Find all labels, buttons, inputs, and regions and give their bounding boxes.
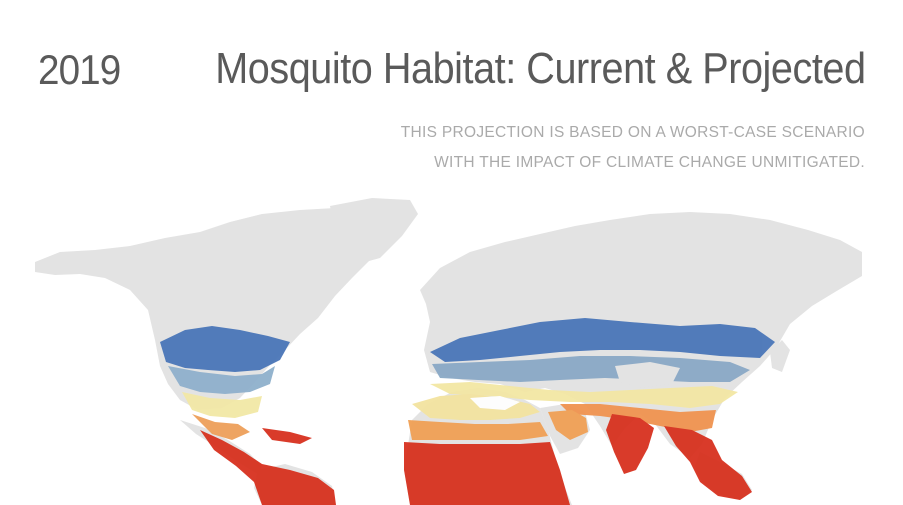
north-america-landmass [35,206,410,410]
habitat-na-yellow [182,392,262,418]
subtitle-line-1: THIS PROJECTION IS BASED ON A WORST-CASE… [400,124,865,141]
year-label: 2019 [38,46,121,93]
habitat-na-orange [192,414,250,440]
map-title: Mosquito Habitat: Current & Projected [215,44,867,93]
habitat-arabia-orange [548,410,588,440]
habitat-na-lightblue [168,366,275,394]
map-subtitle: THIS PROJECTION IS BASED ON A WORST-CASE… [401,118,865,178]
habitat-eu-blue [430,318,775,362]
habitat-overlay [160,318,775,505]
habitat-gap-sahara [470,396,520,410]
habitat-caribbean-red [262,428,312,444]
subtitle-line-2: WITH THE IMPACT OF CLIMATE CHANGE UNMITI… [434,154,865,171]
habitat-eu-yellow [430,382,738,408]
greenland-landmass [330,198,418,264]
habitat-af-red [404,442,570,505]
habitat-india-red [606,414,654,474]
habitat-na-blue [160,326,290,372]
habitat-af-orange [408,420,548,440]
habitat-sea-red [664,426,752,500]
japan-landmass [770,340,790,372]
habitat-ca-red [200,430,336,505]
habitat-gap-tibet [615,362,680,388]
world-habitat-map [35,198,862,505]
